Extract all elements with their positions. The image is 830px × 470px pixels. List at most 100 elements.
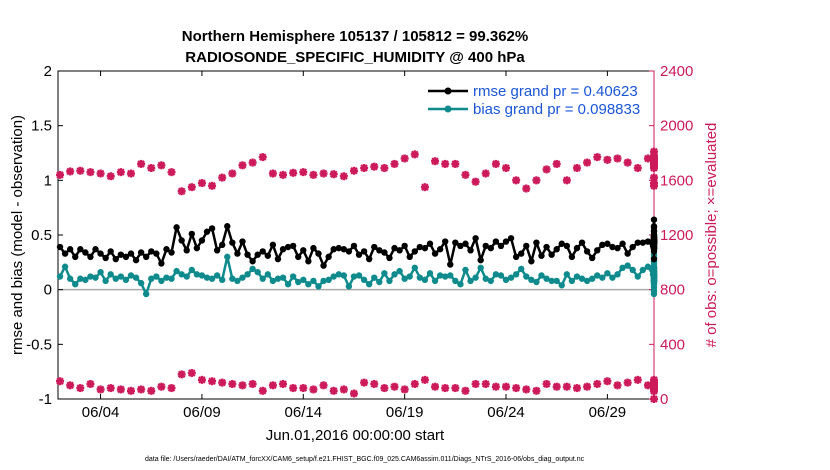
series-rmse-point (127, 250, 135, 257)
series-bias-point (284, 281, 292, 288)
series-rmse-point (300, 247, 307, 254)
series-rmse-point (350, 242, 358, 250)
x-tick-label: 06/19 (386, 404, 424, 421)
series-rmse-point (502, 238, 510, 245)
obs-point (532, 176, 541, 185)
series-rmse-point (391, 244, 398, 252)
obs-point (441, 384, 450, 393)
series-bias-point (315, 283, 322, 290)
series-bias-point (188, 266, 195, 274)
series-rmse-point (452, 239, 459, 246)
y-left-tick-label: -0.5 (26, 336, 52, 353)
series-rmse-point (239, 238, 246, 245)
y-left-axis-ticks: -1 -0.5 0 0.5 1 1.5 2 (26, 63, 63, 408)
series-bias-point (365, 281, 373, 288)
series-bias-point (467, 277, 474, 285)
series-rmse-point (563, 242, 571, 250)
obs-point (319, 381, 328, 390)
series-bias-point (102, 277, 109, 285)
series-bias-point (462, 266, 469, 274)
series-bias-point (244, 271, 251, 278)
series-rmse-point (244, 251, 251, 258)
obs-point (552, 159, 561, 168)
obs-point (650, 158, 658, 167)
obs-point (76, 166, 85, 175)
series-bias-point (512, 271, 520, 278)
obs-point (650, 151, 658, 160)
series-rmse-point (426, 240, 434, 247)
series-bias-point (264, 271, 272, 278)
series-bias-point (421, 276, 429, 284)
series-bias-point (614, 271, 621, 278)
series-rmse-point (497, 242, 505, 250)
series-rmse-point (629, 243, 636, 251)
obs-point (258, 386, 267, 395)
series-bias-point (482, 275, 489, 282)
series-bias-point (386, 277, 393, 285)
obs-point (623, 158, 632, 167)
x-tick-label: 06/14 (285, 404, 323, 421)
series-rmse-point (168, 249, 175, 256)
series-bias-point (193, 271, 201, 278)
x-tick-label: 06/29 (589, 404, 627, 421)
series-bias-point (588, 275, 596, 282)
series-rmse-point (650, 238, 658, 245)
series-bias-point (92, 274, 99, 281)
series-rmse-point (431, 250, 439, 257)
obs-point (512, 176, 521, 185)
obs-point (562, 382, 571, 391)
series-rmse-point (345, 248, 353, 255)
series-bias-point (198, 272, 206, 279)
series-rmse-point (639, 239, 647, 246)
series-bias-point (117, 273, 125, 280)
obs-point (309, 385, 318, 394)
series-line-rmse (56, 216, 658, 269)
series-rmse-point (117, 251, 125, 258)
series-bias-point (497, 272, 505, 279)
obs-point (299, 168, 308, 177)
series-bias-point (650, 287, 658, 294)
series-rmse-point (72, 253, 79, 261)
obs-point (522, 184, 531, 193)
series-bias-point (528, 276, 535, 284)
obs-point (360, 378, 369, 387)
series-rmse-point (624, 250, 631, 257)
series-bias-point (269, 277, 277, 285)
obs-point (106, 172, 115, 181)
legend-bias-label: bias grand pr = 0.098833 (473, 101, 640, 118)
series-bias-point (208, 275, 216, 282)
series-bias-point (148, 275, 155, 282)
series-bias-point (650, 264, 658, 271)
series-bias-point (401, 275, 408, 282)
series-bias-point (492, 271, 500, 278)
series-bias-point (183, 273, 190, 280)
series-bias-point (441, 273, 449, 280)
series-rmse-point (553, 246, 560, 253)
series-rmse-point (178, 237, 185, 244)
obs-point (238, 161, 247, 170)
y-right-tick-label: 400 (660, 336, 685, 353)
obs-point (502, 164, 511, 173)
obs-point (410, 150, 419, 159)
obs-point (218, 173, 227, 182)
series-rmse-point (315, 250, 322, 257)
series-bias-point (472, 274, 479, 281)
series-bias-point (153, 273, 160, 280)
obs-point (147, 386, 156, 395)
obs-point (147, 164, 156, 173)
y-left-axis-label: rmse and bias (model - observation) (9, 115, 26, 355)
series-rmse-point (406, 253, 413, 261)
obs-point (643, 154, 652, 163)
obs-point (76, 384, 85, 393)
obs-point (289, 384, 298, 393)
obs-point (650, 386, 658, 395)
obs-point (187, 369, 196, 378)
x-axis-ticks: 06/04 06/09 06/14 06/19 06/24 06/29 (82, 71, 626, 421)
obs-point (623, 378, 632, 387)
series-layer (56, 147, 658, 403)
series-bias-point (563, 271, 571, 278)
series-rmse-point (148, 248, 155, 255)
series-bias-point (350, 273, 358, 280)
series-bias-point (213, 272, 221, 279)
series-bias-point (573, 273, 581, 280)
